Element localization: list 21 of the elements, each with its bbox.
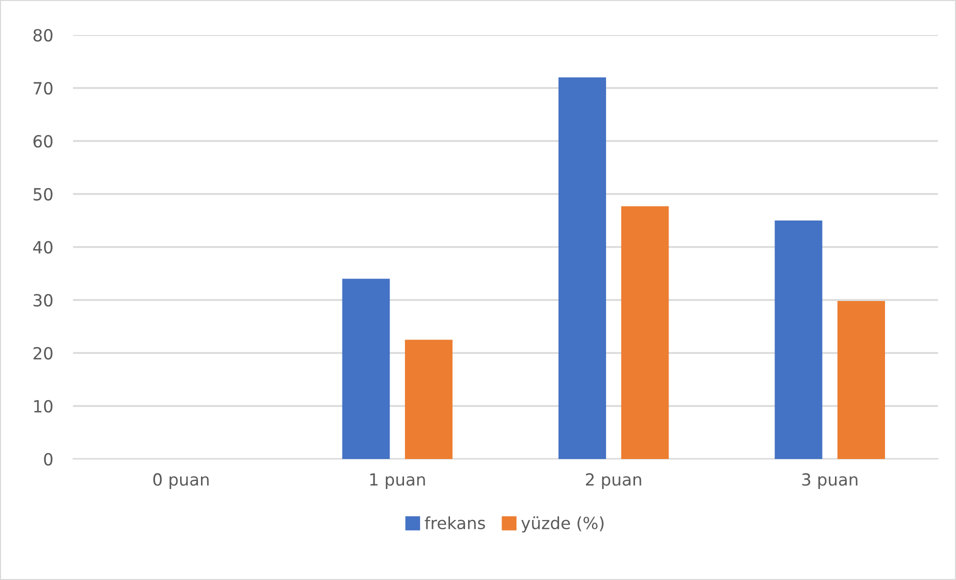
bar — [404, 340, 453, 459]
y-tick-label: 50 — [34, 188, 52, 201]
bar — [621, 206, 669, 459]
y-tick-label: 20 — [34, 346, 52, 360]
bar — [837, 301, 886, 459]
bar — [342, 278, 390, 459]
x-tick-label: 0 puan — [153, 473, 209, 490]
x-tick-label: 2 puan — [586, 473, 642, 490]
y-tick-label: 60 — [34, 134, 52, 148]
y-tick-label: 40 — [33, 240, 52, 254]
bar — [558, 77, 606, 459]
legend-label: yüzde (%) — [521, 516, 604, 533]
y-tick-label: 10 — [34, 400, 52, 413]
y-tick-label: 30 — [34, 294, 52, 307]
x-tick-label: 1 puan — [370, 473, 425, 490]
bar — [774, 220, 822, 459]
y-tick-label: 70 — [34, 82, 52, 95]
x-tick-label: 3 puan — [802, 473, 858, 490]
legend-label: frekans — [424, 516, 485, 530]
y-tick-label: 0 — [44, 452, 52, 466]
y-tick-label: 80 — [33, 28, 52, 42]
